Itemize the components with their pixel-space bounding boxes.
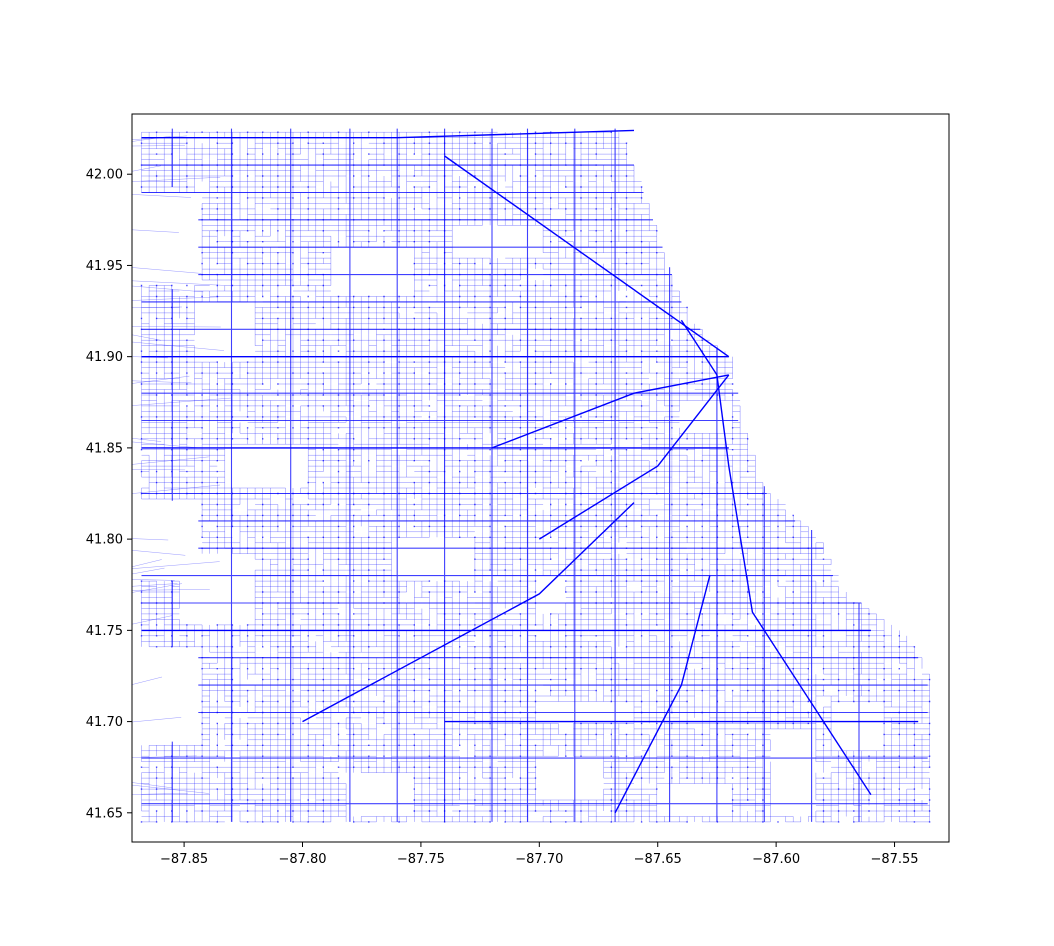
x-tick-label: −87.55 — [870, 852, 918, 867]
y-tick-label: 41.85 — [86, 441, 123, 456]
y-tick-label: 41.90 — [86, 350, 123, 365]
x-tick-label: −87.60 — [752, 852, 800, 867]
y-tick-label: 41.70 — [86, 715, 123, 730]
x-tick-label: −87.70 — [515, 852, 563, 867]
x-tick-label: −87.75 — [397, 852, 445, 867]
x-tick-label: −87.85 — [160, 852, 208, 867]
x-tick-label: −87.80 — [278, 852, 326, 867]
y-tick-label: 41.75 — [86, 624, 123, 639]
y-tick-label: 41.65 — [86, 806, 123, 821]
y-tick-label: 41.80 — [86, 533, 123, 548]
y-tick-label: 42.00 — [86, 168, 123, 183]
y-tick-label: 41.95 — [86, 259, 123, 274]
x-tick-label: −87.65 — [634, 852, 682, 867]
